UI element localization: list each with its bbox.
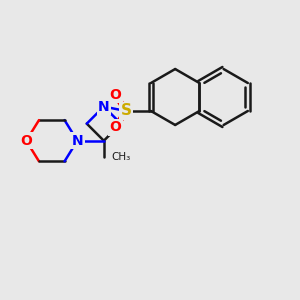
Text: CH₃: CH₃ — [111, 152, 130, 162]
Text: O: O — [110, 88, 122, 102]
Text: N: N — [71, 134, 83, 148]
Text: O: O — [20, 134, 32, 148]
Text: O: O — [110, 120, 122, 134]
Text: S: S — [120, 103, 131, 118]
Text: N: N — [98, 100, 110, 114]
